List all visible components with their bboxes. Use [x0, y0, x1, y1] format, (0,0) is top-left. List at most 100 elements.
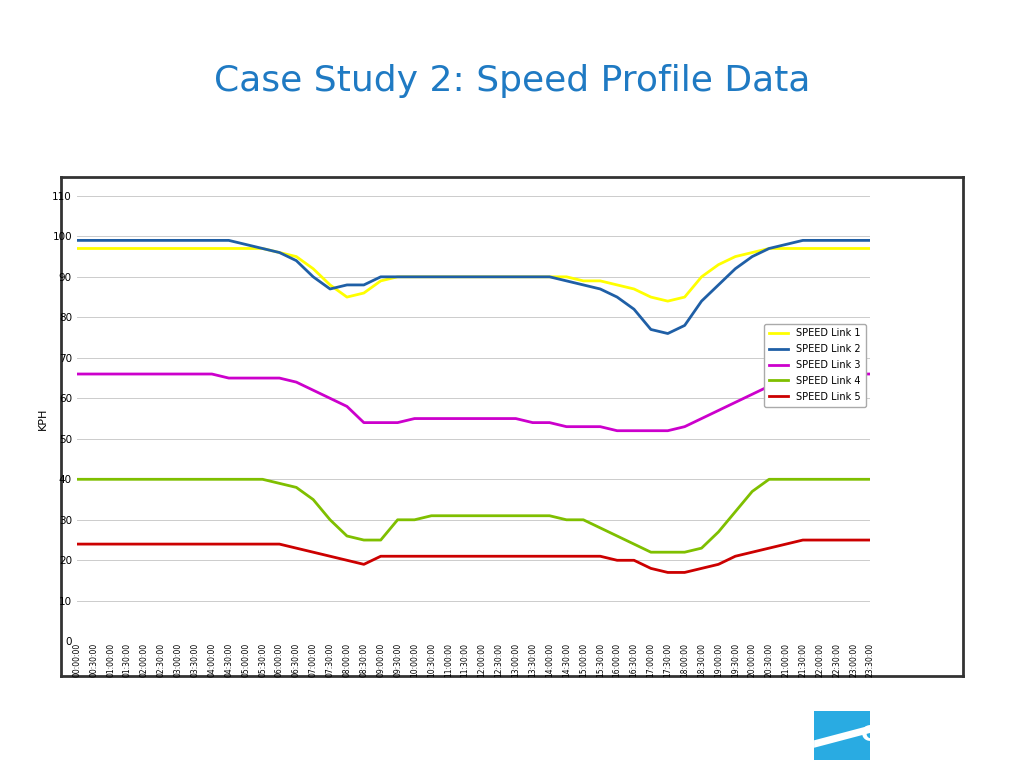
SPEED Link 3 — [645, 426, 657, 435]
SPEED Link 1 — [476, 272, 488, 281]
SPEED Link 1 — [830, 244, 843, 253]
SPEED Link 2 — [71, 236, 83, 245]
SPEED Link 2 — [746, 252, 759, 261]
SPEED Link 5 — [459, 551, 471, 561]
SPEED Link 5 — [341, 556, 353, 565]
SPEED Link 4 — [240, 475, 252, 484]
Line: SPEED Link 2: SPEED Link 2 — [77, 240, 870, 333]
SPEED Link 4 — [375, 535, 387, 545]
SPEED Link 1 — [526, 272, 539, 281]
SPEED Link 2 — [578, 280, 590, 290]
SPEED Link 3 — [594, 422, 606, 432]
SPEED Link 3 — [830, 369, 843, 379]
SPEED Link 2 — [442, 272, 455, 281]
SPEED Link 5 — [290, 544, 302, 553]
SPEED Link 1 — [121, 244, 133, 253]
SPEED Link 5 — [425, 551, 437, 561]
Text: CITILABS: CITILABS — [860, 725, 973, 746]
SPEED Link 3 — [409, 414, 421, 423]
SPEED Link 3 — [206, 369, 218, 379]
SPEED Link 2 — [324, 284, 336, 293]
SPEED Link 2 — [713, 280, 725, 290]
SPEED Link 3 — [763, 382, 775, 391]
SPEED Link 1 — [442, 272, 455, 281]
Line: SPEED Link 4: SPEED Link 4 — [77, 479, 870, 552]
SPEED Link 2 — [848, 236, 860, 245]
SPEED Link 3 — [814, 369, 826, 379]
SPEED Link 2 — [155, 236, 167, 245]
SPEED Link 4 — [459, 511, 471, 521]
SPEED Link 5 — [526, 551, 539, 561]
SPEED Link 5 — [442, 551, 455, 561]
SPEED Link 2 — [375, 272, 387, 281]
SPEED Link 1 — [155, 244, 167, 253]
SPEED Link 1 — [87, 244, 99, 253]
SPEED Link 2 — [307, 272, 319, 281]
SPEED Link 3 — [121, 369, 133, 379]
SPEED Link 4 — [121, 475, 133, 484]
SPEED Link 4 — [155, 475, 167, 484]
Text: Case Study 2: Speed Profile Data: Case Study 2: Speed Profile Data — [214, 64, 810, 98]
SPEED Link 3 — [188, 369, 201, 379]
SPEED Link 4 — [256, 475, 268, 484]
Legend: SPEED Link 1, SPEED Link 2, SPEED Link 3, SPEED Link 4, SPEED Link 5: SPEED Link 1, SPEED Link 2, SPEED Link 3… — [764, 323, 865, 406]
SPEED Link 4 — [695, 544, 708, 553]
SPEED Link 5 — [746, 548, 759, 557]
SPEED Link 3 — [240, 373, 252, 382]
SPEED Link 5 — [222, 539, 234, 548]
SPEED Link 1 — [814, 244, 826, 253]
SPEED Link 5 — [256, 539, 268, 548]
SPEED Link 1 — [695, 272, 708, 281]
SPEED Link 5 — [578, 551, 590, 561]
SPEED Link 3 — [425, 414, 437, 423]
SPEED Link 4 — [71, 475, 83, 484]
SPEED Link 2 — [763, 244, 775, 253]
SPEED Link 2 — [290, 256, 302, 265]
SPEED Link 1 — [172, 244, 184, 253]
SPEED Link 5 — [594, 551, 606, 561]
SPEED Link 5 — [713, 560, 725, 569]
SPEED Link 1 — [240, 244, 252, 253]
SPEED Link 1 — [628, 284, 640, 293]
SPEED Link 1 — [290, 252, 302, 261]
SPEED Link 5 — [780, 539, 793, 548]
SPEED Link 3 — [172, 369, 184, 379]
SPEED Link 5 — [273, 539, 286, 548]
SPEED Link 2 — [476, 272, 488, 281]
SPEED Link 4 — [729, 507, 741, 516]
SPEED Link 3 — [459, 414, 471, 423]
Line: SPEED Link 5: SPEED Link 5 — [77, 540, 870, 572]
SPEED Link 3 — [510, 414, 522, 423]
SPEED Link 1 — [409, 272, 421, 281]
SPEED Link 2 — [594, 284, 606, 293]
SPEED Link 2 — [493, 272, 505, 281]
SPEED Link 2 — [780, 240, 793, 249]
SPEED Link 5 — [409, 551, 421, 561]
SPEED Link 1 — [104, 244, 117, 253]
SPEED Link 1 — [763, 244, 775, 253]
SPEED Link 2 — [104, 236, 117, 245]
SPEED Link 4 — [848, 475, 860, 484]
SPEED Link 1 — [544, 272, 556, 281]
SPEED Link 4 — [864, 475, 877, 484]
SPEED Link 2 — [391, 272, 403, 281]
SPEED Link 5 — [628, 556, 640, 565]
SPEED Link 5 — [679, 568, 691, 577]
SPEED Link 5 — [476, 551, 488, 561]
SPEED Link 1 — [797, 244, 809, 253]
SPEED Link 4 — [476, 511, 488, 521]
SPEED Link 1 — [459, 272, 471, 281]
SPEED Link 1 — [188, 244, 201, 253]
SPEED Link 2 — [188, 236, 201, 245]
SPEED Link 5 — [391, 551, 403, 561]
SPEED Link 4 — [324, 515, 336, 525]
SPEED Link 1 — [324, 280, 336, 290]
SPEED Link 5 — [814, 535, 826, 545]
SPEED Link 1 — [729, 252, 741, 261]
SPEED Link 2 — [459, 272, 471, 281]
SPEED Link 2 — [206, 236, 218, 245]
SPEED Link 1 — [848, 244, 860, 253]
SPEED Link 3 — [256, 373, 268, 382]
Line: SPEED Link 1: SPEED Link 1 — [77, 249, 870, 301]
SPEED Link 4 — [713, 528, 725, 537]
